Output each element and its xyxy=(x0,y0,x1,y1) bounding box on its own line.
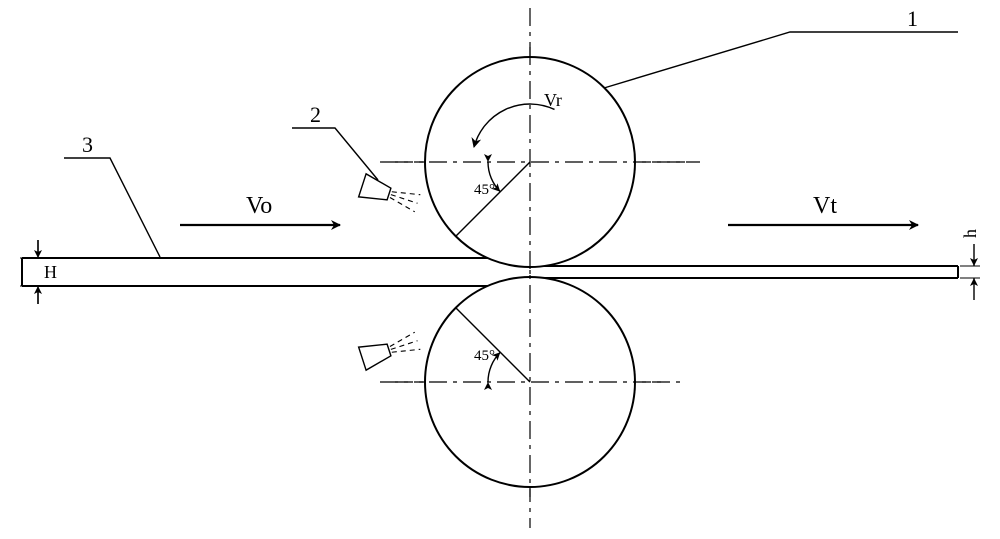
H-label: H xyxy=(44,262,57,282)
callout-2-leader xyxy=(292,128,378,180)
rolling-mill-diagram: 45° 45° Vr Vo Vt 1 2 3 Hh xyxy=(0,0,1000,539)
vr-label: Vr xyxy=(544,90,562,110)
vt-label: Vt xyxy=(813,193,837,219)
spray-nozzle-top xyxy=(359,174,422,215)
angle-top-label: 45° xyxy=(474,182,495,198)
vo-label: Vo xyxy=(246,193,272,219)
callout-3-label: 3 xyxy=(82,132,93,157)
h-label: h xyxy=(960,229,980,238)
callout-1-label: 1 xyxy=(907,6,918,31)
callout-2-label: 2 xyxy=(310,102,321,127)
callout-1-leader xyxy=(604,32,958,88)
callout-3-leader xyxy=(64,158,160,257)
angle-bottom-label: 45° xyxy=(474,348,495,364)
spray-nozzle-bottom xyxy=(359,329,422,370)
